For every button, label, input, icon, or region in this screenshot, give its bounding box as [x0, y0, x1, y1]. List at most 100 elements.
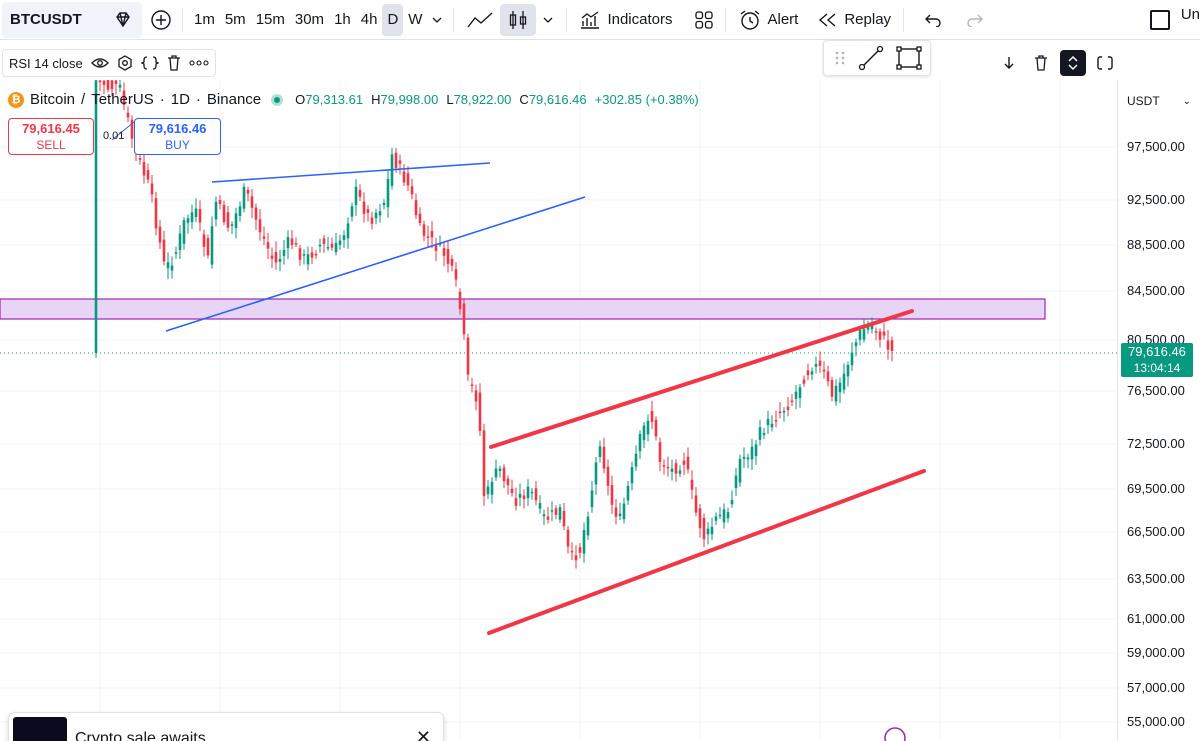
candle-body: [294, 243, 298, 245]
price-chart[interactable]: [0, 80, 1117, 741]
source-code-icon[interactable]: [140, 56, 159, 70]
fullscreen-checkbox[interactable]: [1150, 10, 1170, 30]
rewind-icon: [819, 12, 836, 27]
trendline-upper-blue[interactable]: [211, 162, 491, 183]
candle-body: [366, 209, 370, 213]
timeframe-30m[interactable]: 30m: [294, 11, 325, 28]
sell-button[interactable]: 79,616.45 SELL: [8, 118, 94, 155]
channel-lower-red[interactable]: [487, 469, 926, 635]
candles-chart-type-icon[interactable]: [500, 3, 537, 36]
chevron-down-icon[interactable]: [536, 4, 560, 36]
candle-body: [710, 526, 714, 535]
arrow-down-icon[interactable]: [996, 50, 1022, 76]
candle-body: [726, 512, 730, 519]
bar-countdown: 13:04:14: [1133, 361, 1181, 375]
trash-icon[interactable]: [167, 55, 181, 71]
candle-body: [326, 247, 330, 249]
more-dots-icon[interactable]: [189, 60, 209, 66]
candle-body: [250, 196, 254, 208]
trend-line-tool-icon[interactable]: [856, 43, 886, 73]
compare-add-icon[interactable]: [146, 4, 176, 36]
candle-body: [270, 255, 274, 259]
trash-icon[interactable]: [1028, 50, 1054, 76]
timeframe-1m[interactable]: 1m: [194, 11, 215, 28]
replay-button[interactable]: Replay: [812, 4, 897, 36]
candle-body: [330, 243, 334, 248]
candle-body: [662, 465, 666, 467]
candle-body: [266, 242, 270, 249]
candle-body: [598, 446, 602, 458]
indicators-button[interactable]: Indicators: [573, 4, 678, 36]
candle-body: [770, 423, 774, 428]
close-icon[interactable]: ✕: [415, 727, 431, 741]
candle-body: [410, 186, 414, 195]
candle-body: [674, 463, 678, 474]
rsi-legend[interactable]: RSI 14 close: [2, 49, 216, 77]
buy-button[interactable]: 79,616.46 BUY: [134, 118, 221, 155]
eye-icon[interactable]: [90, 57, 109, 69]
timeline-event-icon[interactable]: [884, 727, 906, 741]
candle-body: [462, 303, 466, 335]
candle-body: [514, 498, 518, 506]
resistance-zone-rectangle[interactable]: [0, 298, 1046, 320]
timeframe-15m[interactable]: 15m: [255, 11, 285, 28]
close-value: 79,616.46: [528, 92, 587, 107]
candle-body: [858, 330, 862, 340]
drag-handle-icon[interactable]: [830, 48, 850, 68]
candle-body: [322, 238, 326, 244]
candle-body: [802, 379, 806, 384]
promo-toast[interactable]: Crypto sale awaits ✕: [8, 712, 444, 741]
gem-icon[interactable]: [110, 7, 136, 33]
buy-label: BUY: [165, 138, 190, 152]
timeframe-5m[interactable]: 5m: [224, 11, 246, 28]
timeframe-d[interactable]: D: [382, 3, 404, 36]
candle-body: [638, 433, 642, 452]
candle-body: [666, 466, 670, 469]
symbol-search[interactable]: BTCUSDT: [2, 1, 142, 38]
price-tick-label: 57,000.00: [1127, 680, 1185, 695]
candle-body: [594, 462, 598, 485]
timeframe-4h[interactable]: 4h: [360, 11, 378, 28]
candle-body: [798, 387, 802, 399]
timeframe-w[interactable]: W: [408, 11, 423, 28]
candle-body: [482, 430, 486, 496]
currency-selector[interactable]: USDT ⌄: [1127, 94, 1191, 108]
toolbar-right-text[interactable]: Un: [1180, 6, 1200, 23]
rectangle-tool-icon[interactable]: [894, 43, 924, 73]
undo-icon[interactable]: [918, 4, 948, 36]
sell-label: SELL: [36, 138, 66, 152]
candle-body: [538, 503, 542, 509]
high-value: 79,998.00: [380, 92, 439, 107]
candle-body: [578, 547, 582, 553]
candle-body: [690, 479, 694, 490]
candle-body: [826, 371, 830, 382]
candle-body: [374, 212, 378, 219]
timeframe-1h[interactable]: 1h: [334, 11, 351, 28]
candle-body: [522, 495, 526, 500]
redo-icon[interactable]: [960, 4, 990, 36]
channel-upper-red[interactable]: [489, 309, 914, 449]
candle-body: [766, 418, 770, 426]
settings-icon[interactable]: [117, 55, 133, 71]
line-chart-icon[interactable]: [460, 4, 500, 36]
legend-base[interactable]: Bitcoin: [30, 91, 76, 108]
trendline-lower-blue[interactable]: [165, 196, 586, 332]
legend-quote[interactable]: TetherUS: [91, 91, 154, 108]
candle-body: [370, 217, 374, 224]
candle-body: [782, 410, 786, 413]
collapse-expand-icon[interactable]: [1060, 50, 1086, 76]
layout-grid-icon[interactable]: [689, 4, 719, 36]
candle-body: [686, 456, 690, 470]
alert-button[interactable]: Alert: [732, 4, 805, 36]
candle-body: [762, 433, 766, 435]
price-axis[interactable]: [1117, 80, 1200, 741]
candle-body: [810, 371, 814, 375]
indicators-icon: [581, 10, 600, 29]
chevron-down-icon[interactable]: [427, 4, 447, 36]
candle-body: [174, 252, 178, 254]
maximize-pane-icon[interactable]: [1092, 50, 1118, 76]
candle-body: [414, 200, 418, 216]
price-tick-label: 66,500.00: [1127, 524, 1185, 539]
candle-body: [550, 510, 554, 512]
legend-interval: 1D: [170, 91, 190, 108]
